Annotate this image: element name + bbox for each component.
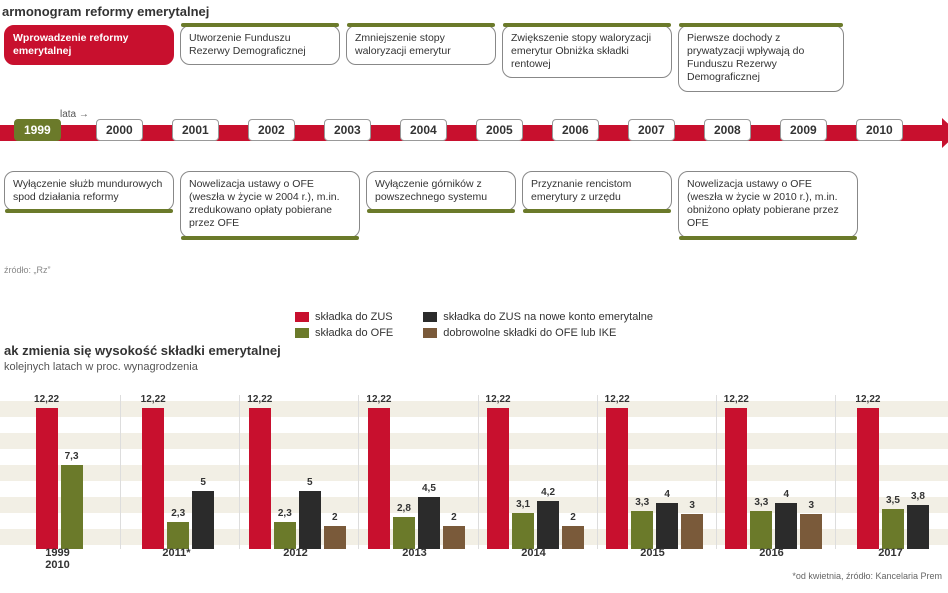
x-axis-label: 2013 [359,547,470,571]
bar: 12,22 [368,408,390,549]
legend-label: składka do ZUS na nowe konto emerytalne [443,311,653,323]
bar: 3,3 [750,511,772,549]
bar: 12,22 [249,408,271,549]
x-axis-label: 2016 [716,547,827,571]
chart-subtitle: kolejnych latach w proc. wynagrodzenia [4,361,198,373]
bar: 2,3 [274,522,296,549]
legend-item: dobrowolne składki do OFE lub IKE [423,327,653,339]
timeline-callout: Pierwsze dochody z prywatyzacji wpływają… [678,25,844,92]
timeline-year: 2002 [248,119,295,141]
timeline-callout: Przyznanie rencistom emerytury z urzędu [522,171,672,211]
lata-label: lata → [60,109,89,120]
timeline-axis: lata → 1999 2000 2001 2002 2003 2004 2005 2006 2… [0,111,948,155]
legend-label: dobrowolne składki do OFE lub IKE [443,327,616,339]
timeline-year: 2006 [552,119,599,141]
bar: 12,22 [36,408,58,549]
timeline-callout: Zwiększenie stopy waloryzacji emerytur O… [502,25,672,78]
bar-group: 12,222,352 [239,395,350,549]
bar: 2 [324,526,346,549]
bar-group: 12,223,343 [597,395,708,549]
legend-item: składka do OFE [295,327,393,339]
timeline-callout: Nowelizacja ustawy o OFE (weszła w życie… [180,171,360,238]
timeline-year: 2009 [780,119,827,141]
bar: 4,5 [418,497,440,549]
bar: 3 [800,514,822,549]
bar: 3 [681,514,703,549]
bar: 2 [443,526,465,549]
bar: 5 [299,491,321,549]
legend-label: składka do OFE [315,327,393,339]
timeline-year: 2003 [324,119,371,141]
x-axis-label: 2014 [478,547,589,571]
legend-label: składka do ZUS [315,311,393,323]
timeline-year: 2008 [704,119,751,141]
bar: 2,8 [393,517,415,549]
x-axis-label: 2015 [597,547,708,571]
bar: 12,22 [142,408,164,549]
timeline: Wprowadzenie reformy emerytalnejUtworzen… [0,25,948,305]
timeline-year: 2010 [856,119,903,141]
timeline-callout: Utworzenie Funduszu Rezerwy Demograficzn… [180,25,340,65]
timeline-year: 2001 [172,119,219,141]
bar: 5 [192,491,214,549]
bar: 12,22 [725,408,747,549]
bar-chart: 12,227,312,222,3512,222,35212,222,84,521… [0,377,948,577]
timeline-year: 2005 [476,119,523,141]
bar-group: 12,227,3 [2,395,112,549]
timeline-callout: Nowelizacja ustawy o OFE (weszła w życie… [678,171,858,238]
x-axis-label: 2011* [121,547,232,571]
x-axis-label: 19992010 [2,547,113,571]
timeline-year: 2007 [628,119,675,141]
chart-footnote: *od kwietnia, źródło: Kancelaria Prem [792,571,942,581]
bar: 4 [656,503,678,549]
bar: 12,22 [606,408,628,549]
timeline-callout: Wprowadzenie reformy emerytalnej [4,25,174,65]
timeline-source: źródło: „Rz” [4,265,948,275]
bar: 7,3 [61,465,83,549]
bar: 3,8 [907,505,929,549]
timeline-callout: Zmniejszenie stopy waloryzacji emerytur [346,25,496,65]
bar: 2,3 [167,522,189,549]
chart-legend: składka do ZUS składka do OFE składka do… [0,311,948,339]
timeline-callout: Wyłączenie służb mundurowych spod działa… [4,171,174,211]
bar: 2 [562,526,584,549]
bar-group: 12,222,35 [120,395,231,549]
bar-group: 12,223,14,22 [478,395,589,549]
timeline-year: 1999 [14,119,61,141]
bar: 4 [775,503,797,549]
bar: 12,22 [857,408,879,549]
bar: 3,5 [882,509,904,549]
bar: 3,3 [631,511,653,549]
timeline-title: armonogram reformy emerytalnej [0,0,948,25]
bar: 12,22 [487,408,509,549]
bar-group: 12,222,84,52 [358,395,469,549]
legend-item: składka do ZUS na nowe konto emerytalne [423,311,653,323]
bar-group: 12,223,343 [716,395,827,549]
x-axis-label: 2017 [835,547,946,571]
bar: 3,1 [512,513,534,549]
timeline-top-row: Wprowadzenie reformy emerytalnejUtworzen… [0,25,948,97]
timeline-callout: Wyłączenie górników z powszechnego syste… [366,171,516,211]
timeline-bottom-row: Wyłączenie służb mundurowych spod działa… [0,171,948,261]
timeline-year: 2000 [96,119,143,141]
bar-group: 12,223,53,8 [835,395,946,549]
chart-title: ak zmienia się wysokość składki emerytal… [0,341,948,373]
timeline-year: 2004 [400,119,447,141]
legend-item: składka do ZUS [295,311,393,323]
bar: 4,2 [537,501,559,549]
x-axis-label: 2012 [240,547,351,571]
